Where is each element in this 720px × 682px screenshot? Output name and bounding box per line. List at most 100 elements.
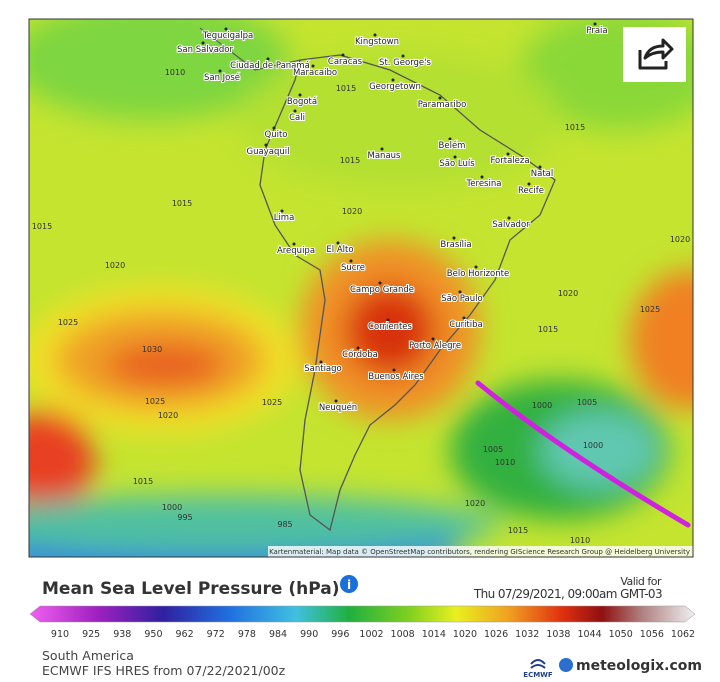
city-dot [452, 236, 456, 240]
scale-label: 1020 [453, 629, 477, 640]
isobar-label: 1025 [262, 398, 282, 407]
front-line [475, 380, 691, 528]
city-dot [298, 93, 302, 97]
isobar-label: 1025 [640, 305, 660, 314]
map-labels: 1010 1015 1015 1015 1015 1015 1020 1020 1020 1020… [32, 22, 690, 545]
share-icon [638, 38, 674, 70]
valid-time: Thu 07/29/2021, 09:00am GMT-03 [473, 587, 662, 601]
city-label: Quito [265, 130, 288, 140]
isobar-label: 1020 [465, 499, 485, 508]
city-label: Belém [439, 140, 466, 151]
isobar-label: 1010 [165, 68, 185, 77]
isobar-label: 1015 [32, 222, 52, 231]
city-dot [462, 316, 466, 320]
map[interactable]: 1010 1015 1015 1015 1015 1015 1020 1020 1020 1020… [0, 0, 720, 590]
scale-label: 1044 [577, 629, 601, 640]
share-button[interactable] [623, 27, 686, 82]
city-dot [336, 241, 340, 245]
continent-outline [259, 54, 556, 532]
scale-label: 962 [176, 629, 194, 640]
region: South America [42, 648, 134, 663]
isobar-label: 1015 [172, 199, 192, 208]
isobar-label: 1030 [142, 345, 162, 354]
color-scale [29, 605, 696, 623]
city-label: Santiago [304, 364, 342, 374]
city-label: San Salvador [177, 45, 233, 55]
info-button[interactable]: i [340, 575, 358, 593]
central-america-outline [199, 27, 301, 71]
scale-label: 910 [51, 629, 69, 640]
city-label: Brasília [440, 240, 471, 250]
city-dot [527, 182, 531, 186]
city-dot [293, 109, 297, 113]
scale-label: 1038 [546, 629, 570, 640]
city-dot [538, 165, 542, 169]
scale-label: 1032 [515, 629, 539, 640]
city-dot [311, 64, 315, 68]
city-label: Sucre [341, 263, 365, 273]
city-label: Kingstown [355, 37, 399, 47]
isobar-label: 1020 [558, 289, 578, 298]
isobar-label: 985 [277, 520, 292, 529]
city-label: Teresina [466, 179, 502, 189]
city-dot [507, 216, 511, 220]
isobar-label: 1025 [58, 318, 78, 327]
attribution-bg [268, 546, 693, 557]
city-dot [272, 126, 276, 130]
city-label: Arequipa [277, 246, 315, 256]
scale-label: 1056 [640, 629, 664, 640]
isobar-label: 1005 [577, 398, 597, 407]
city-label: Porto Alegre [409, 341, 461, 351]
city-label: San José [204, 72, 240, 83]
city-dot [392, 368, 396, 372]
city-dot [453, 155, 457, 159]
city-label: Fortaleza [490, 156, 529, 166]
isobar-label: 1020 [158, 411, 178, 420]
scale-label: 984 [269, 629, 287, 640]
scale-label: 978 [238, 629, 256, 640]
city-label: São Luís [439, 159, 475, 169]
city-dot [292, 242, 296, 246]
city-dot [378, 281, 382, 285]
isobar-label: 1000 [583, 441, 603, 450]
city-label: Curitiba [449, 320, 482, 330]
city-dot [356, 346, 360, 350]
valid-label: Valid for [620, 575, 662, 588]
isobar-label: 1015 [340, 156, 360, 165]
city-label: Bogotá [287, 97, 317, 107]
isobar-label: 1015 [538, 325, 558, 334]
city-dot [224, 27, 228, 31]
city-dot [391, 78, 395, 82]
isobar-label: 1020 [342, 207, 362, 216]
scale-label: 1014 [422, 629, 446, 640]
city-label: Campo Grande [350, 285, 414, 295]
map-frame [28, 18, 694, 558]
isobar-label: 1015 [133, 477, 153, 486]
city-label: Córdoba [342, 349, 378, 360]
city-dot [264, 143, 268, 147]
info-icon[interactable] [340, 575, 358, 593]
city-dot [280, 209, 284, 213]
city-label: El Alto [326, 245, 353, 255]
city-dot [319, 360, 323, 364]
scale-label: 996 [331, 629, 349, 640]
scale-label: 925 [82, 629, 100, 640]
city-label: Cali [289, 113, 305, 123]
ecmwf-logo: ECMWF [523, 671, 553, 679]
isobar-label: 1010 [570, 536, 590, 545]
city-label: Guayaquil [247, 147, 290, 157]
city-dot [386, 318, 390, 322]
city-dot [431, 337, 435, 341]
city-dot [506, 152, 510, 156]
brand-icon [559, 658, 573, 672]
info-i: i [347, 578, 351, 592]
city-dot [334, 399, 338, 403]
city-dot [201, 41, 205, 45]
scale-label: 1062 [671, 629, 695, 640]
city-dot [341, 53, 345, 57]
city-dot [266, 57, 270, 61]
city-label: Recife [518, 186, 544, 196]
city-dot [480, 175, 484, 179]
isobar-label: 1020 [105, 261, 125, 270]
